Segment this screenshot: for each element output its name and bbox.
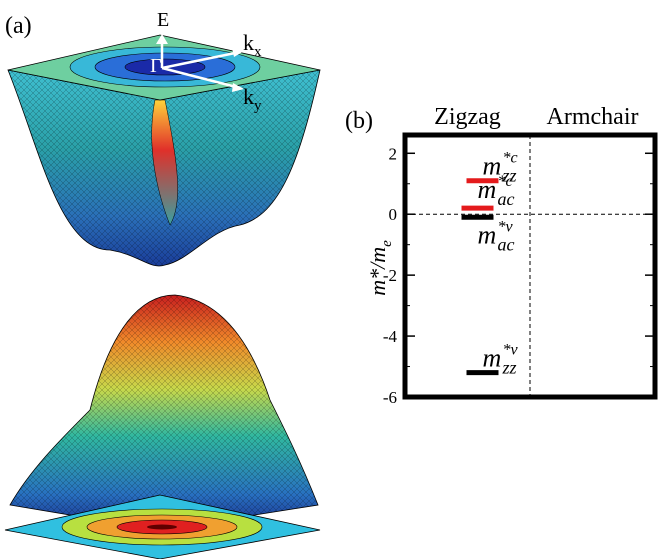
y-axis-label: m*/me [365, 240, 395, 296]
value-label-base: m [483, 344, 502, 373]
panel-a-graphic [4, 34, 321, 559]
value-label-sup: *c [498, 173, 513, 190]
panel-label: (a) [5, 13, 32, 39]
axis-label: E [157, 9, 169, 31]
value-label-base: m [483, 152, 502, 181]
value-label: m *cac [478, 173, 515, 209]
value-label-base: m [478, 175, 497, 204]
value-label-sup: *c [503, 150, 518, 167]
axis-label: Γ [150, 55, 162, 77]
category-label: Zigzag [434, 104, 501, 130]
panel-label: (b) [345, 108, 373, 134]
value-label-sub: zz [502, 166, 517, 186]
value-label-base: m [478, 220, 497, 249]
value-label-sup: *v [503, 342, 519, 359]
value-label: m *vzz [483, 342, 519, 378]
value-label: m *czz [483, 150, 518, 186]
axis-label: kx [243, 30, 262, 60]
y-tick-label: -4 [383, 327, 398, 346]
y-tick-label: -2 [383, 266, 397, 285]
value-label: m *vac [478, 218, 515, 254]
value-label-sup: *v [498, 218, 514, 235]
y-tick-label: 2 [389, 144, 398, 163]
plot-frame [402, 132, 658, 400]
y-tick-label: 0 [389, 205, 398, 224]
y-tick-label: -6 [383, 388, 397, 407]
category-label: Armchair [547, 104, 639, 130]
axis-label: ky [243, 84, 262, 114]
value-label-sub: ac [498, 189, 515, 209]
value-label-sub: zz [502, 358, 517, 378]
value-label-sub: ac [498, 234, 515, 254]
